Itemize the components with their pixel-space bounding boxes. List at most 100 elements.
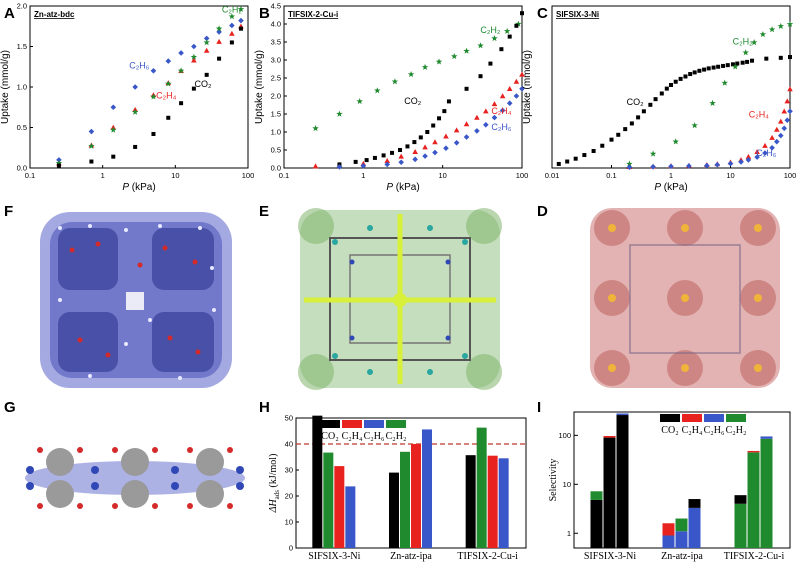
co2-point <box>398 148 403 152</box>
c2h2-bar-segment <box>760 438 773 548</box>
category-label: TIFSIX-2-Cu-i <box>724 551 785 562</box>
c2h4-legend-label: C₂H₄ <box>682 425 703 436</box>
co2-point <box>688 72 693 77</box>
co2-bar-segment <box>603 437 616 548</box>
x-tick-label: 1 <box>669 171 673 180</box>
c2h6-point <box>506 100 513 106</box>
x-axis-label: P (kPa) <box>386 182 419 193</box>
category-label: TIFSIX-2-Cu-i <box>457 551 518 562</box>
panel-label-c: C <box>537 5 548 22</box>
panel-label-d: D <box>537 203 548 220</box>
category-label: Zn-atz-ipa <box>390 551 432 562</box>
co2-point <box>629 121 634 126</box>
co2-point <box>514 23 519 28</box>
chart-title: Zn-atz-bdc <box>34 10 75 19</box>
c2h2-legend-swatch <box>386 420 406 428</box>
co2-point <box>556 161 561 166</box>
c2h4-point <box>191 57 197 63</box>
c2h6-point <box>513 93 520 99</box>
x-tick-label: 0.1 <box>606 171 616 180</box>
co2-legend-label: CO₂ <box>321 431 338 442</box>
c2h4-legend-swatch <box>342 420 362 428</box>
c2h2-point <box>55 159 63 166</box>
co2-point <box>764 56 769 61</box>
c2h6-point <box>88 128 95 135</box>
co2-bar <box>465 455 476 548</box>
c2h6-point <box>781 125 788 132</box>
panel-label-b: B <box>259 5 270 22</box>
y-tick-label: 4.5 <box>271 2 281 11</box>
y-tick-label: 10 <box>563 480 571 489</box>
structure-d-image <box>590 208 780 388</box>
category-label: Zn-atz-ipa <box>661 551 703 562</box>
co2-point <box>191 86 196 91</box>
y-tick-label: 0 <box>289 544 293 553</box>
chart-title: TIFSIX-2-Cu-i <box>288 10 338 19</box>
x-tick-label: 100 <box>784 171 797 180</box>
c2h4-point <box>506 86 513 91</box>
c2h4-point <box>483 108 489 114</box>
c2h6-point <box>686 163 692 169</box>
panel-label-e: E <box>259 203 269 220</box>
c2h4-point <box>216 38 222 44</box>
c2h4-point <box>774 126 780 132</box>
co2-point <box>745 59 750 64</box>
c2h4-point <box>762 142 768 148</box>
co2-point <box>641 109 646 114</box>
structure-g-image <box>25 447 245 509</box>
c2h6-series-label: C₂H₆ <box>129 60 149 70</box>
c2h6-point <box>499 107 506 114</box>
c2h6-point <box>784 117 791 124</box>
co2-point <box>616 132 621 137</box>
y-tick-label: 30 <box>285 466 293 475</box>
c2h2-series-label: C₂H₂ <box>222 4 242 14</box>
c2h2-point <box>709 99 716 106</box>
co2-point <box>750 58 755 63</box>
y-axis-label: Uptake (mmol/g) <box>0 50 11 124</box>
c2h4-point <box>463 121 470 127</box>
c2h4-point <box>777 118 784 124</box>
y-tick-label: 100 <box>558 431 571 440</box>
y-tick-label: 0.5 <box>17 123 27 132</box>
c2h2-legend-label: C₂H₂ <box>726 425 747 436</box>
y-tick-label: 0.0 <box>271 164 281 173</box>
c2h6-legend-swatch <box>364 420 384 428</box>
co2-point <box>735 61 740 66</box>
y-tick-label: 1.0 <box>271 128 281 137</box>
x-axis-label: P (kPa) <box>654 182 687 193</box>
c2h4-point <box>453 127 460 133</box>
y-tick-label: 2.0 <box>17 2 27 11</box>
structure-f-image <box>40 212 232 388</box>
c2h6-point <box>474 128 480 134</box>
y-tick-label: 10 <box>285 518 293 527</box>
c2h4-point <box>491 101 498 107</box>
c2h2-point <box>336 110 343 117</box>
co2-point <box>648 102 653 107</box>
c2h6-point <box>650 163 656 170</box>
c2h4-bar-segment <box>747 450 760 453</box>
co2-point <box>653 97 658 102</box>
co2-point <box>636 115 641 120</box>
c2h2-point <box>374 87 381 94</box>
c2h2-point <box>503 27 511 34</box>
y-axis-label: Uptake (mmol/g) <box>522 50 533 124</box>
c2h4-point <box>229 30 235 36</box>
y-tick-label: 0.0 <box>17 164 27 173</box>
x-tick-label: 0.1 <box>279 171 289 180</box>
co2-point <box>692 70 697 75</box>
co2-point <box>425 130 430 134</box>
c2h6-legend-label: C₂H₆ <box>364 431 385 442</box>
c2h6-point <box>777 132 784 139</box>
c2h6-point <box>216 29 222 35</box>
co2-point <box>573 156 578 161</box>
co2-point <box>600 143 605 148</box>
c2h2-bar <box>400 451 410 548</box>
y-tick-label: 3.0 <box>271 56 281 65</box>
c2h6-bar-segment <box>662 535 675 548</box>
co2-series-label: CO₂ <box>404 96 422 106</box>
c2h6-point <box>384 161 391 168</box>
co2-point <box>372 155 377 160</box>
c2h6-point <box>203 35 210 42</box>
c2h6-point <box>519 86 525 92</box>
c2h6-point <box>704 162 710 169</box>
